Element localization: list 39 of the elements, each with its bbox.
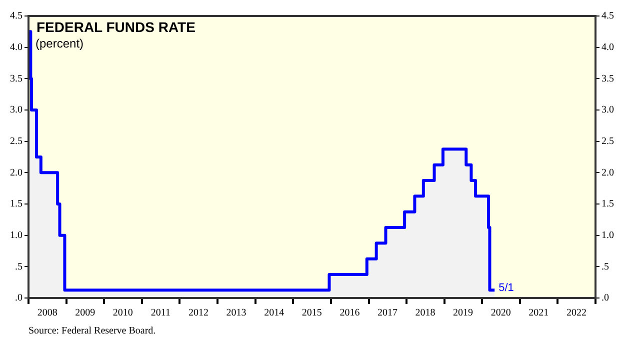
annotation: 5/1: [498, 282, 514, 294]
y-tick-label: .5: [15, 261, 22, 272]
y-tick-label: 2.5: [10, 136, 22, 147]
y2-tick-label: 1.5: [602, 198, 614, 210]
x-tick-label: 2008: [37, 308, 58, 319]
y-tick-label: 2.0: [10, 167, 22, 178]
y2-tick-label: .0: [602, 292, 609, 304]
x-tick-label: 2021: [528, 308, 549, 319]
y-tick-label: .0: [15, 292, 22, 304]
x-tick-label: 2018: [415, 308, 436, 319]
x-tick-label: 2011: [150, 308, 170, 319]
y2-tick-label: .5: [602, 261, 609, 272]
y2-tick-label: 4.0: [602, 42, 614, 53]
x-tick-label: 2014: [264, 308, 284, 319]
x-tick-label: 2019: [453, 308, 474, 319]
x-tick-label: 2017: [377, 308, 398, 319]
y2-tick-label: 1.0: [602, 230, 614, 241]
y-tick-label: 4.0: [10, 42, 22, 53]
text: (percent): [36, 36, 84, 50]
source-note: Source: Federal Reserve Board.: [28, 326, 156, 337]
y-tick-label: 1.0: [10, 230, 22, 241]
x-tick-label: 2016: [340, 308, 360, 319]
x-tick-label: 2010: [112, 308, 133, 319]
y-tick-label: 4.5: [10, 10, 22, 22]
y2-tick-label: 2.0: [602, 167, 614, 178]
y2-tick-label: 2.5: [602, 136, 614, 147]
y-tick-label: 3.5: [10, 73, 22, 84]
y2-tick-label: 3.0: [602, 104, 614, 116]
x-tick-label: 2012: [188, 308, 209, 319]
y2-tick-label: 3.5: [602, 73, 614, 84]
y2-tick-label: 4.5: [602, 10, 614, 22]
x-tick-label: 2013: [226, 308, 246, 319]
x-tick-label: 2020: [490, 308, 511, 319]
y-tick-label: 1.5: [10, 198, 22, 210]
chart-title: FEDERAL FUNDS RATE: [36, 18, 196, 35]
x-tick-label: 2009: [75, 308, 96, 319]
x-tick-label: 2022: [566, 308, 586, 319]
y-tick-label: 3.0: [10, 104, 22, 116]
x-tick-label: 2015: [302, 308, 322, 319]
